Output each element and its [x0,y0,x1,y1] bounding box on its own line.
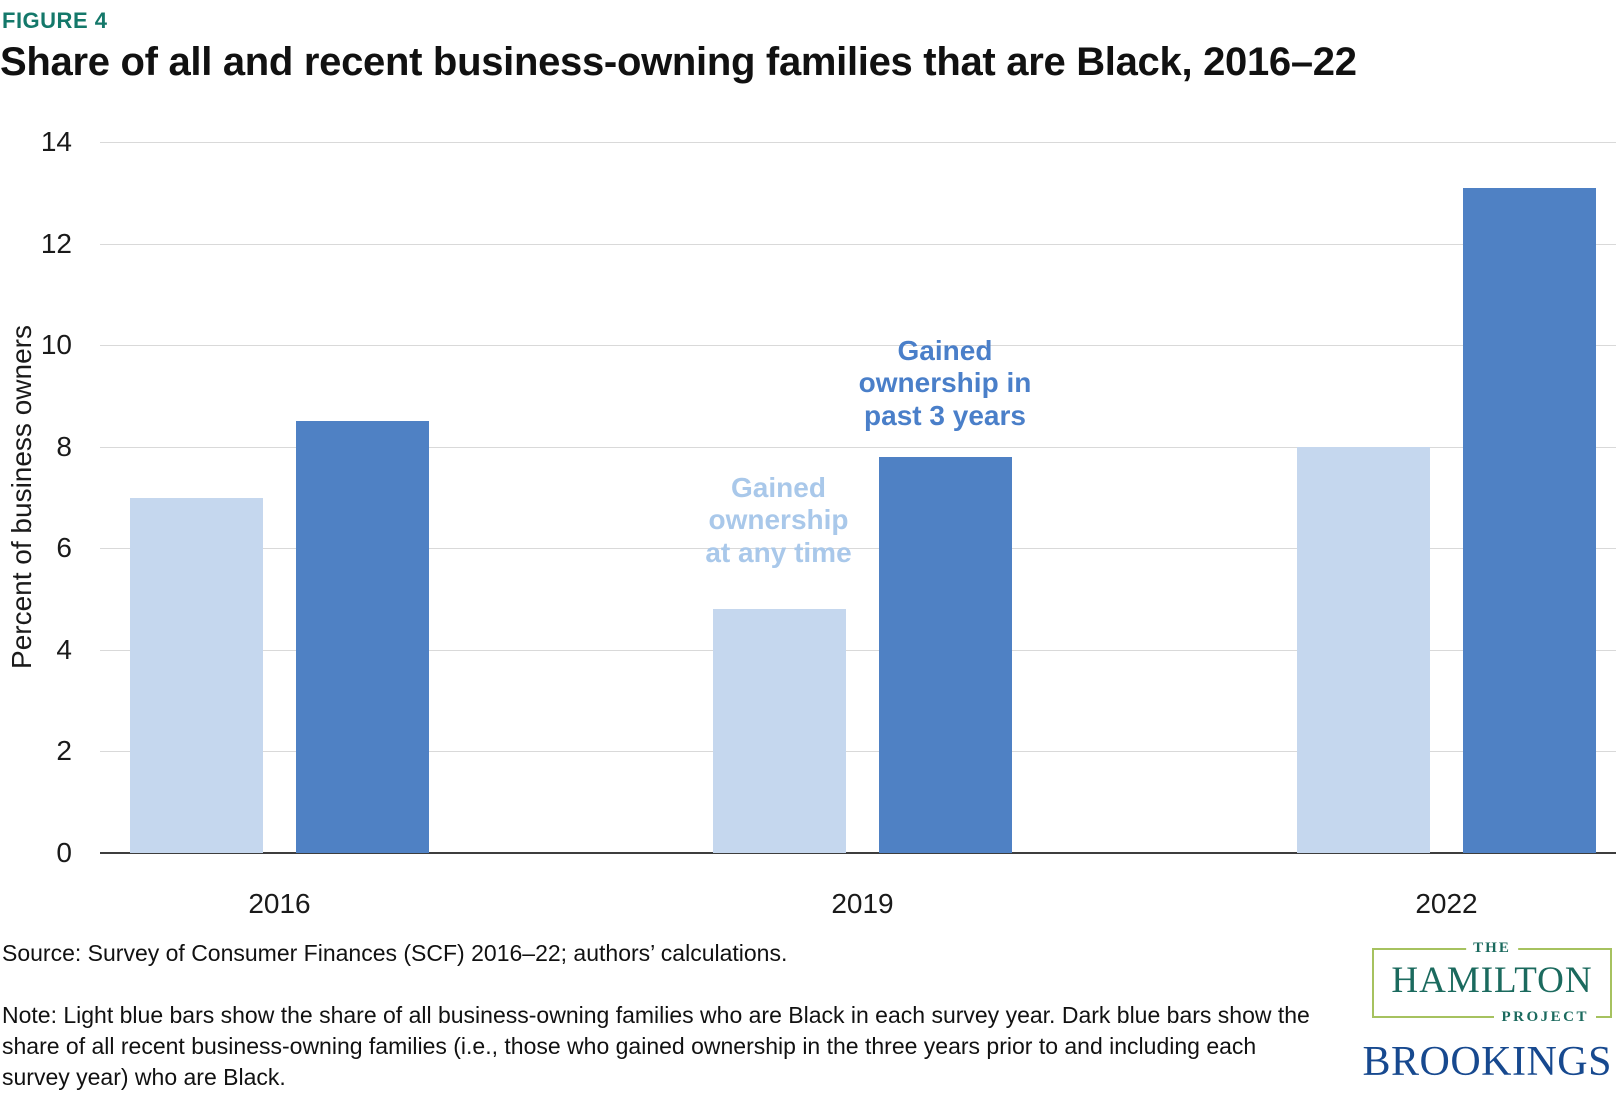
gridline-4 [100,649,1616,651]
y-tick-12: 12 [40,227,72,259]
bar-2016-past-3-years [296,421,429,853]
hamilton-logo-the: THE [1466,940,1518,957]
y-tick-10: 10 [40,329,72,361]
bar-2019-past-3-years [879,456,1012,853]
brookings-logo: BROOKINGS [1362,1039,1612,1085]
bar-2022-past-3-years [1463,187,1596,853]
x-tick-2019: 2019 [831,888,894,919]
hamilton-logo-name: HAMILTON [1391,960,1593,1001]
source-text: Source: Survey of Consumer Finances (SCF… [2,940,788,966]
logo-block: THE HAMILTON PROJECT BROOKINGS [1362,940,1612,1086]
y-tick-14: 14 [40,126,72,157]
gridline-12 [100,243,1616,245]
annotation-past-3-years: Gained ownership in past 3 years [858,335,1032,431]
bar-2019-any-time [713,609,846,853]
y-tick-2: 2 [56,735,72,767]
y-tick-6: 6 [56,532,72,564]
gridline-14 [100,142,1616,143]
bar-2022-any-time [1297,446,1430,853]
hamilton-logo-project: PROJECT [1494,1009,1596,1026]
plot-area: 0 2 4 6 8 10 12 14 2016 2019 2022 Gained ownership … [41,126,1616,919]
y-tick-0: 0 [56,837,72,868]
gridline-10 [100,345,1616,347]
note-text: Note: Light blue bars show the share of … [2,1002,1310,1090]
x-tick-2016: 2016 [248,888,311,919]
y-tick-4: 4 [56,633,72,665]
gridline-2 [100,751,1616,753]
gridline-6 [100,548,1616,550]
annotation-any-time: Gained ownership at any time [705,472,852,568]
y-tick-8: 8 [56,430,72,462]
x-axis-line [100,852,1616,854]
bar-2016-any-time [130,497,263,853]
gridline-8 [100,446,1616,448]
page-title: Share of all and recent business-owning … [0,40,1357,84]
hamilton-project-logo: THE HAMILTON PROJECT [1372,940,1612,1026]
x-tick-2022: 2022 [1415,888,1478,919]
y-axis-title: Percent of business owners [6,325,37,669]
figure-label: FIGURE 4 [2,8,108,33]
